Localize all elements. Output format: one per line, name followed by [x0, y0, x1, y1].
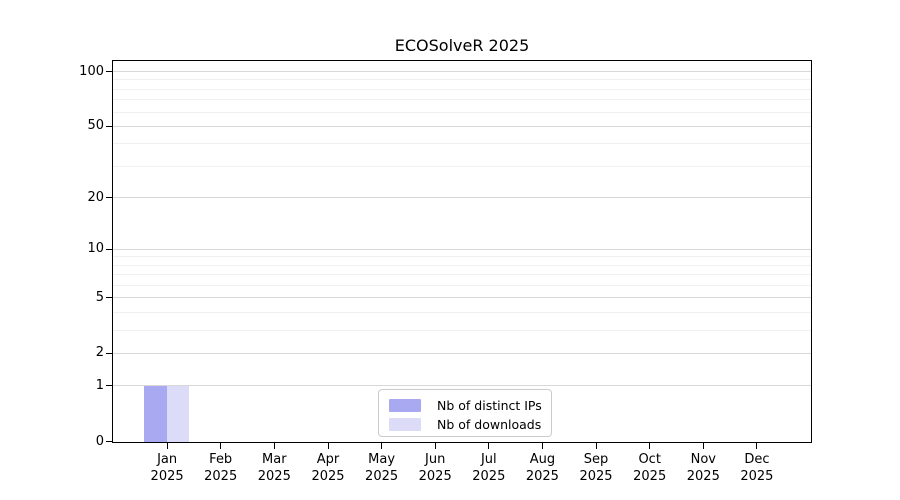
- x-axis-tick-label: Aug 2025: [525, 452, 559, 484]
- y-axis-tick-label: 2: [95, 345, 104, 361]
- x-axis-tick: [381, 443, 383, 449]
- plot-area: [112, 60, 812, 443]
- legend-swatch: [389, 399, 421, 412]
- x-axis-tick: [434, 443, 436, 449]
- bar-nb-of-downloads: [166, 386, 190, 442]
- minor-gridline: [113, 143, 811, 145]
- minor-gridline: [113, 165, 811, 167]
- x-axis-tick-label: Nov 2025: [686, 452, 720, 484]
- minor-gridline: [113, 312, 811, 313]
- y-axis-tick-label: 100: [79, 63, 104, 79]
- chart-title: ECOSolveR 2025: [394, 36, 530, 55]
- y-axis-tick: [106, 352, 112, 354]
- y-axis-tick-label: 10: [87, 241, 104, 257]
- x-axis-tick-label: May 2025: [365, 452, 399, 484]
- x-axis-tick-label: Sep 2025: [579, 452, 613, 484]
- x-axis-tick: [327, 443, 329, 449]
- x-axis-tick-label: Dec 2025: [740, 452, 774, 484]
- y-axis-tick-label: 5: [95, 289, 104, 305]
- legend-item: Nb of downloads: [389, 415, 543, 434]
- major-gridline: [113, 125, 811, 127]
- x-axis-tick-label: Mar 2025: [257, 452, 291, 484]
- y-axis-tick: [106, 125, 112, 127]
- major-gridline: [113, 352, 811, 354]
- x-axis-tick-label: Feb 2025: [204, 452, 238, 484]
- minor-gridline: [113, 274, 811, 276]
- x-axis-tick: [541, 443, 543, 449]
- y-axis-tick-label: 1: [95, 377, 104, 393]
- minor-gridline: [113, 329, 811, 331]
- minor-gridline: [113, 99, 811, 101]
- x-axis-tick: [756, 443, 758, 449]
- legend-label: Nb of distinct IPs: [437, 398, 542, 413]
- y-axis-tick-label: 0: [95, 433, 104, 449]
- x-axis-tick: [595, 443, 597, 449]
- major-gridline: [113, 248, 811, 250]
- y-axis-tick: [106, 248, 112, 250]
- y-axis-tick: [106, 441, 112, 442]
- x-axis-tick: [166, 443, 168, 449]
- major-gridline: [113, 197, 811, 198]
- x-axis-tick-label: Jun 2025: [418, 452, 452, 484]
- y-axis-tick-label: 50: [87, 118, 104, 134]
- x-axis-tick-label: Jan 2025: [150, 452, 184, 484]
- y-axis-tick: [106, 71, 112, 73]
- bar-nb-of-distinct-ips: [144, 386, 167, 442]
- major-gridline: [113, 71, 811, 73]
- minor-gridline: [113, 88, 811, 90]
- x-axis-tick: [702, 443, 704, 449]
- y-axis-tick: [106, 197, 112, 198]
- minor-gridline: [113, 256, 811, 258]
- x-axis-tick-label: Apr 2025: [311, 452, 345, 484]
- x-axis-tick: [220, 443, 222, 449]
- x-axis-tick-label: Jul 2025: [472, 452, 506, 484]
- y-axis-tick-label: 20: [87, 189, 104, 205]
- minor-gridline: [113, 111, 811, 113]
- legend-label: Nb of downloads: [437, 417, 542, 432]
- minor-gridline: [113, 285, 811, 286]
- legend: Nb of distinct IPs Nb of downloads: [378, 389, 552, 437]
- y-axis-tick: [106, 297, 112, 299]
- minor-gridline: [113, 264, 811, 266]
- x-axis-tick: [488, 443, 490, 449]
- x-axis-tick-label: Oct 2025: [633, 452, 667, 484]
- y-axis-tick: [106, 385, 112, 387]
- x-axis-tick: [273, 443, 275, 449]
- major-gridline: [113, 297, 811, 299]
- major-gridline: [113, 385, 811, 387]
- x-axis-tick: [649, 443, 651, 449]
- legend-swatch: [389, 418, 421, 431]
- minor-gridline: [113, 79, 811, 81]
- legend-item: Nb of distinct IPs: [389, 396, 543, 415]
